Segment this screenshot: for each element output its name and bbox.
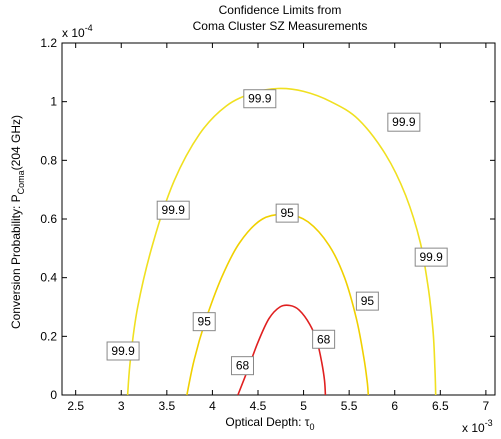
- y-tick-label: 0.6: [40, 212, 57, 226]
- y-multiplier: x 10-4: [62, 23, 93, 40]
- x-tick-label: 3.5: [158, 399, 175, 413]
- contour-99-9: [126, 87, 437, 396]
- x-tick-label: 5: [300, 399, 307, 413]
- contour-label-box: [312, 329, 336, 349]
- chart-title-line-1: Confidence Limits from: [219, 3, 342, 17]
- contour-label-box: [275, 203, 299, 223]
- y-tick-label: 0.4: [40, 271, 57, 285]
- contour-level-label: 99.9: [106, 341, 140, 361]
- contour-label-text: 95: [280, 206, 294, 220]
- contour-label-text: 68: [317, 332, 331, 346]
- contour-label-text: 99.9: [392, 115, 416, 129]
- contour-label-box: [243, 89, 277, 109]
- y-axis: 0 0.2 0.4 0.6 0.8 1 1.2: [40, 36, 495, 402]
- x-axis-label-subscript: 0: [310, 422, 315, 432]
- x-multiplier: x 10-3: [462, 418, 493, 435]
- contour-level-label: 68: [312, 329, 336, 349]
- contour-level-label: 95: [355, 291, 379, 311]
- y-tick-label: 0: [50, 388, 57, 402]
- y-multiplier-exponent: -4: [85, 23, 93, 33]
- contour-label-box: [414, 247, 448, 267]
- x-multiplier-base: x 10: [462, 421, 485, 435]
- x-tick-label: 4.5: [250, 399, 267, 413]
- contour-level-label: 99.9: [243, 89, 277, 109]
- x-axis-label: Optical Depth: τ0: [225, 415, 314, 432]
- y-tick-label: 0.8: [40, 153, 57, 167]
- contour-label-text: 99.9: [248, 92, 272, 106]
- x-tick-label: 6.5: [432, 399, 449, 413]
- contour-level-label: 99.9: [156, 200, 190, 220]
- y-axis-label-tail: (204 GHz): [9, 115, 23, 170]
- contour-level-label: 99.9: [387, 112, 421, 132]
- contour-label-box: [355, 291, 379, 311]
- x-tick-label: 3: [118, 399, 125, 413]
- x-tick-label: 2.5: [67, 399, 84, 413]
- contour-label-box: [156, 200, 190, 220]
- y-axis-label: Conversion Probability: PComa(204 GHz): [9, 115, 26, 329]
- x-axis: 2.5 3 3.5 4 4.5 5 5.5 6 6.5 7: [67, 43, 490, 413]
- y-multiplier-base: x 10: [62, 26, 85, 40]
- x-tick-label: 6: [391, 399, 398, 413]
- contour-label-text: 95: [361, 294, 375, 308]
- contour-label-box: [230, 356, 254, 376]
- contour-label-text: 95: [198, 315, 212, 329]
- contour-label-text: 99.9: [420, 250, 444, 264]
- x-axis-label-text: Optical Depth: τ: [225, 415, 309, 429]
- contour-labels: 68 68 95 95 95 99.9 99.9 99.9 99.9 99.9: [106, 89, 448, 376]
- contour-level-label: 95: [192, 312, 216, 332]
- contour-label-text: 68: [236, 359, 250, 373]
- y-tick-label: 1.2: [40, 36, 57, 50]
- x-tick-label: 4: [209, 399, 216, 413]
- x-multiplier-exponent: -3: [485, 418, 493, 428]
- y-tick-label: 1: [50, 95, 57, 109]
- contour-level-label: 68: [230, 356, 254, 376]
- contour-label-text: 99.9: [162, 203, 186, 217]
- contour-label-text: 99.9: [111, 344, 135, 358]
- y-axis-label-subscript: Coma: [16, 170, 26, 194]
- contour-label-box: [192, 312, 216, 332]
- contour-label-box: [106, 341, 140, 361]
- y-axis-label-text: Conversion Probability: P: [9, 194, 23, 329]
- contour-68: [237, 304, 327, 396]
- x-tick-label: 7: [483, 399, 490, 413]
- contour-label-box: [387, 112, 421, 132]
- chart-title-line-2: Coma Cluster SZ Measurements: [193, 19, 368, 33]
- contour-level-label: 99.9: [414, 247, 448, 267]
- x-tick-label: 5.5: [341, 399, 358, 413]
- y-tick-label: 0.2: [40, 329, 57, 343]
- contour-level-label: 95: [275, 203, 299, 223]
